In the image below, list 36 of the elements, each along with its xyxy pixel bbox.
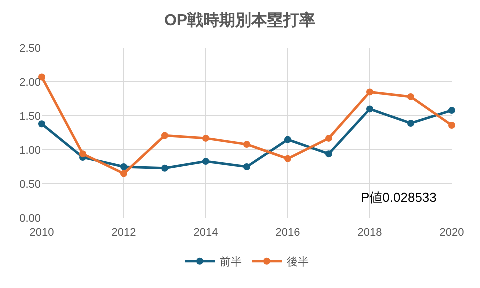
point: [448, 122, 456, 130]
chart-title: OP戦時期別本塁打率: [164, 10, 316, 30]
y-tick-label: 2.00: [20, 76, 41, 89]
point: [448, 107, 456, 114]
y-tick-label: 1.50: [20, 110, 41, 123]
x-tick-label: 2012: [112, 227, 136, 239]
point: [120, 164, 128, 170]
point: [162, 164, 168, 172]
y-tick-label: 1.00: [20, 144, 41, 157]
x-tick-label: 2018: [358, 227, 382, 239]
y-tick-label: 0.00: [20, 212, 41, 225]
point: [326, 150, 332, 158]
x-tick-label: 2016: [276, 227, 300, 239]
point: [38, 120, 46, 128]
point: [120, 170, 128, 178]
point: [80, 150, 86, 158]
point: [202, 134, 210, 142]
legend-label: 前半: [220, 256, 242, 269]
point: [284, 155, 292, 162]
point: [408, 93, 414, 100]
point: [284, 136, 292, 144]
point: [366, 106, 374, 113]
x-tick-label: 2014: [194, 227, 218, 239]
y-tick-label: 0.50: [20, 178, 41, 191]
point: [408, 120, 414, 127]
x-tick-label: 2010: [30, 227, 54, 239]
point: [162, 132, 168, 140]
point: [244, 164, 250, 170]
point: [326, 134, 332, 142]
x-tick-label: 2020: [440, 227, 464, 239]
point: [202, 158, 210, 166]
point: [366, 88, 374, 96]
y-tick-label: 2.50: [20, 42, 41, 55]
annotation: P値0.028533: [361, 190, 437, 205]
legend-label: 後半: [287, 256, 309, 269]
point: [244, 141, 250, 148]
